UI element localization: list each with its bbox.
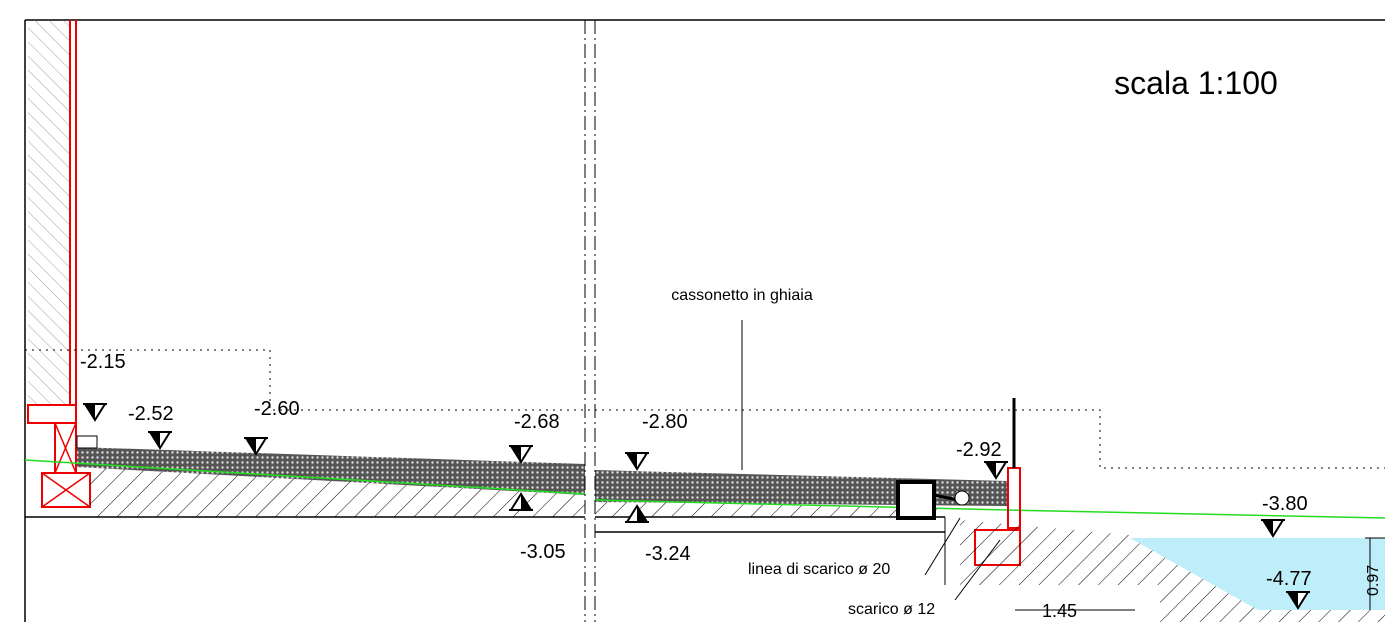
foundation (54, 422, 77, 474)
leader (954, 539, 1001, 601)
level-markers (83, 403, 1310, 610)
curb (76, 435, 98, 449)
drain-pipe (954, 490, 970, 506)
embankment (960, 520, 1385, 622)
level-marker (986, 462, 996, 478)
curb-wall (1007, 467, 1021, 529)
leader (924, 517, 961, 576)
level-marker (1288, 592, 1298, 608)
annotation: linea di scarico ø 20 (748, 561, 890, 578)
level-label: -3.80 (1262, 493, 1308, 515)
level-marker (85, 404, 95, 420)
level-marker (511, 446, 521, 462)
level-marker (627, 453, 637, 469)
gravel-layer (77, 447, 585, 495)
scale-label: scala 1:100 (1114, 65, 1278, 101)
level-marker (521, 494, 531, 510)
drain-pipe (933, 493, 959, 502)
gravel-layer (595, 470, 1007, 506)
water (1130, 538, 1385, 610)
level-label: -3.05 (520, 541, 566, 563)
level-label: -3.24 (645, 543, 691, 565)
dimension-label: 0.97 (1365, 565, 1382, 596)
level-label: -2.15 (80, 351, 126, 373)
dotted-profile (25, 349, 1385, 469)
wall (28, 20, 70, 405)
annotation: cassonetto in ghiaia (671, 287, 813, 304)
level-label: -2.60 (254, 398, 300, 420)
level-label: -2.52 (128, 403, 174, 425)
level-marker (246, 438, 256, 454)
level-label: -2.92 (956, 439, 1002, 461)
level-marker (150, 432, 160, 448)
ground (595, 500, 945, 517)
ground (90, 465, 585, 517)
level-label: -2.80 (642, 411, 688, 433)
level-label: -2.68 (514, 411, 560, 433)
foundation (41, 472, 91, 508)
level-marker (1263, 520, 1273, 536)
level-label: -4.77 (1266, 568, 1312, 590)
dimension-label: 1.45 (1042, 601, 1077, 621)
annotation: scarico ø 12 (848, 601, 935, 618)
drain-box (896, 480, 936, 520)
level-marker (637, 506, 647, 522)
foundation (27, 404, 77, 424)
